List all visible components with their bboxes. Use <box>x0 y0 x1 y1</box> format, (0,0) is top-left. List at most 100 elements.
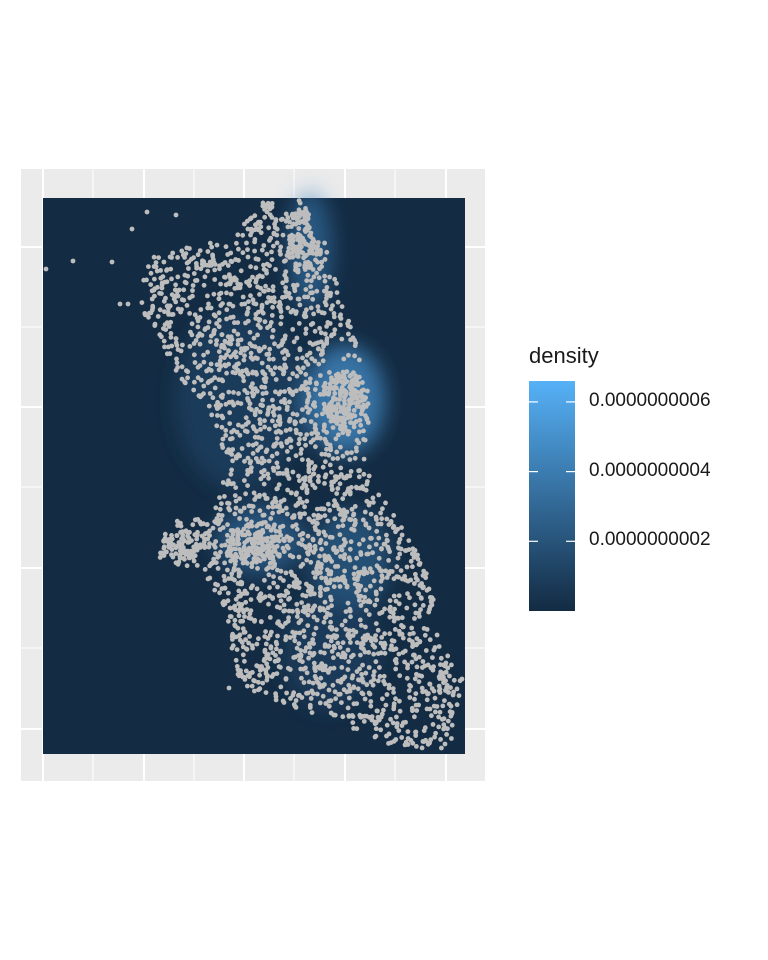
data-point <box>270 409 276 415</box>
data-point <box>313 625 319 631</box>
data-point <box>378 578 384 584</box>
data-point <box>307 644 313 650</box>
data-point <box>192 517 198 523</box>
data-point <box>274 226 280 232</box>
data-point <box>307 407 313 412</box>
data-point <box>317 700 323 706</box>
data-point <box>345 431 351 437</box>
data-point <box>313 444 318 450</box>
data-point <box>212 544 218 550</box>
data-point <box>246 640 252 646</box>
data-point <box>256 679 261 685</box>
data-point <box>360 486 366 492</box>
data-point <box>304 278 310 283</box>
data-point <box>410 740 416 746</box>
data-point <box>384 575 390 580</box>
legend-tick-label: 0.0000000002 <box>589 529 711 551</box>
data-point <box>253 456 259 461</box>
data-point <box>252 497 258 502</box>
data-point <box>419 745 425 751</box>
data-point <box>348 420 353 425</box>
data-point <box>420 739 426 744</box>
data-point <box>308 608 314 614</box>
data-point <box>340 430 346 436</box>
data-point <box>345 667 351 672</box>
data-point <box>310 241 316 247</box>
data-point <box>293 244 299 250</box>
data-point <box>429 713 434 719</box>
data-point <box>341 475 346 480</box>
data-point <box>297 436 302 442</box>
data-point <box>236 588 242 594</box>
data-point <box>234 554 240 560</box>
data-point <box>314 270 319 276</box>
data-point <box>43 266 49 272</box>
data-point <box>268 645 274 651</box>
data-point <box>322 436 328 442</box>
data-point <box>245 226 251 232</box>
data-point <box>255 257 261 262</box>
data-point <box>368 583 373 589</box>
data-point <box>298 617 304 623</box>
data-point <box>337 691 343 697</box>
data-point <box>372 719 378 725</box>
data-point <box>328 418 334 424</box>
data-point <box>358 550 364 555</box>
data-point <box>335 524 341 529</box>
data-point <box>459 676 465 682</box>
data-point <box>245 318 251 324</box>
data-point <box>260 200 266 206</box>
data-point <box>228 552 234 558</box>
data-point <box>423 648 429 653</box>
data-point <box>186 266 191 271</box>
data-point <box>431 688 437 694</box>
data-point <box>213 551 218 556</box>
data-point <box>245 483 251 488</box>
data-point <box>322 299 328 305</box>
data-point <box>322 257 328 262</box>
data-point <box>246 281 252 287</box>
data-point <box>301 417 306 423</box>
data-point <box>310 267 316 272</box>
data-point <box>342 424 348 430</box>
data-point <box>347 397 353 403</box>
data-point <box>252 248 257 254</box>
data-point <box>293 388 299 394</box>
data-point <box>242 428 248 434</box>
data-point <box>230 369 236 375</box>
data-point <box>285 224 291 230</box>
data-point <box>261 473 267 479</box>
data-point <box>320 693 326 699</box>
data-point <box>249 509 255 514</box>
data-point <box>312 575 318 580</box>
data-point <box>202 536 207 542</box>
data-point <box>342 401 348 407</box>
data-point <box>393 696 398 702</box>
data-point <box>270 500 275 506</box>
data-point <box>340 369 346 375</box>
data-point <box>242 478 247 483</box>
data-point <box>274 240 280 246</box>
data-point <box>270 504 276 510</box>
data-point <box>257 421 263 426</box>
data-point <box>149 307 155 313</box>
data-point <box>311 570 316 576</box>
data-point <box>252 434 258 440</box>
data-point <box>383 702 389 708</box>
data-point <box>326 554 331 559</box>
data-point <box>217 590 223 596</box>
data-point <box>412 581 417 586</box>
data-point <box>394 724 400 730</box>
data-point <box>358 583 364 589</box>
data-point <box>314 617 320 623</box>
data-point <box>157 290 163 296</box>
data-point <box>229 467 235 473</box>
data-point <box>291 221 296 227</box>
data-point <box>307 376 313 382</box>
data-point <box>163 295 168 301</box>
data-point <box>454 702 460 708</box>
data-point <box>322 481 327 486</box>
data-point <box>354 389 360 395</box>
data-point <box>208 368 214 373</box>
data-point <box>226 478 231 483</box>
